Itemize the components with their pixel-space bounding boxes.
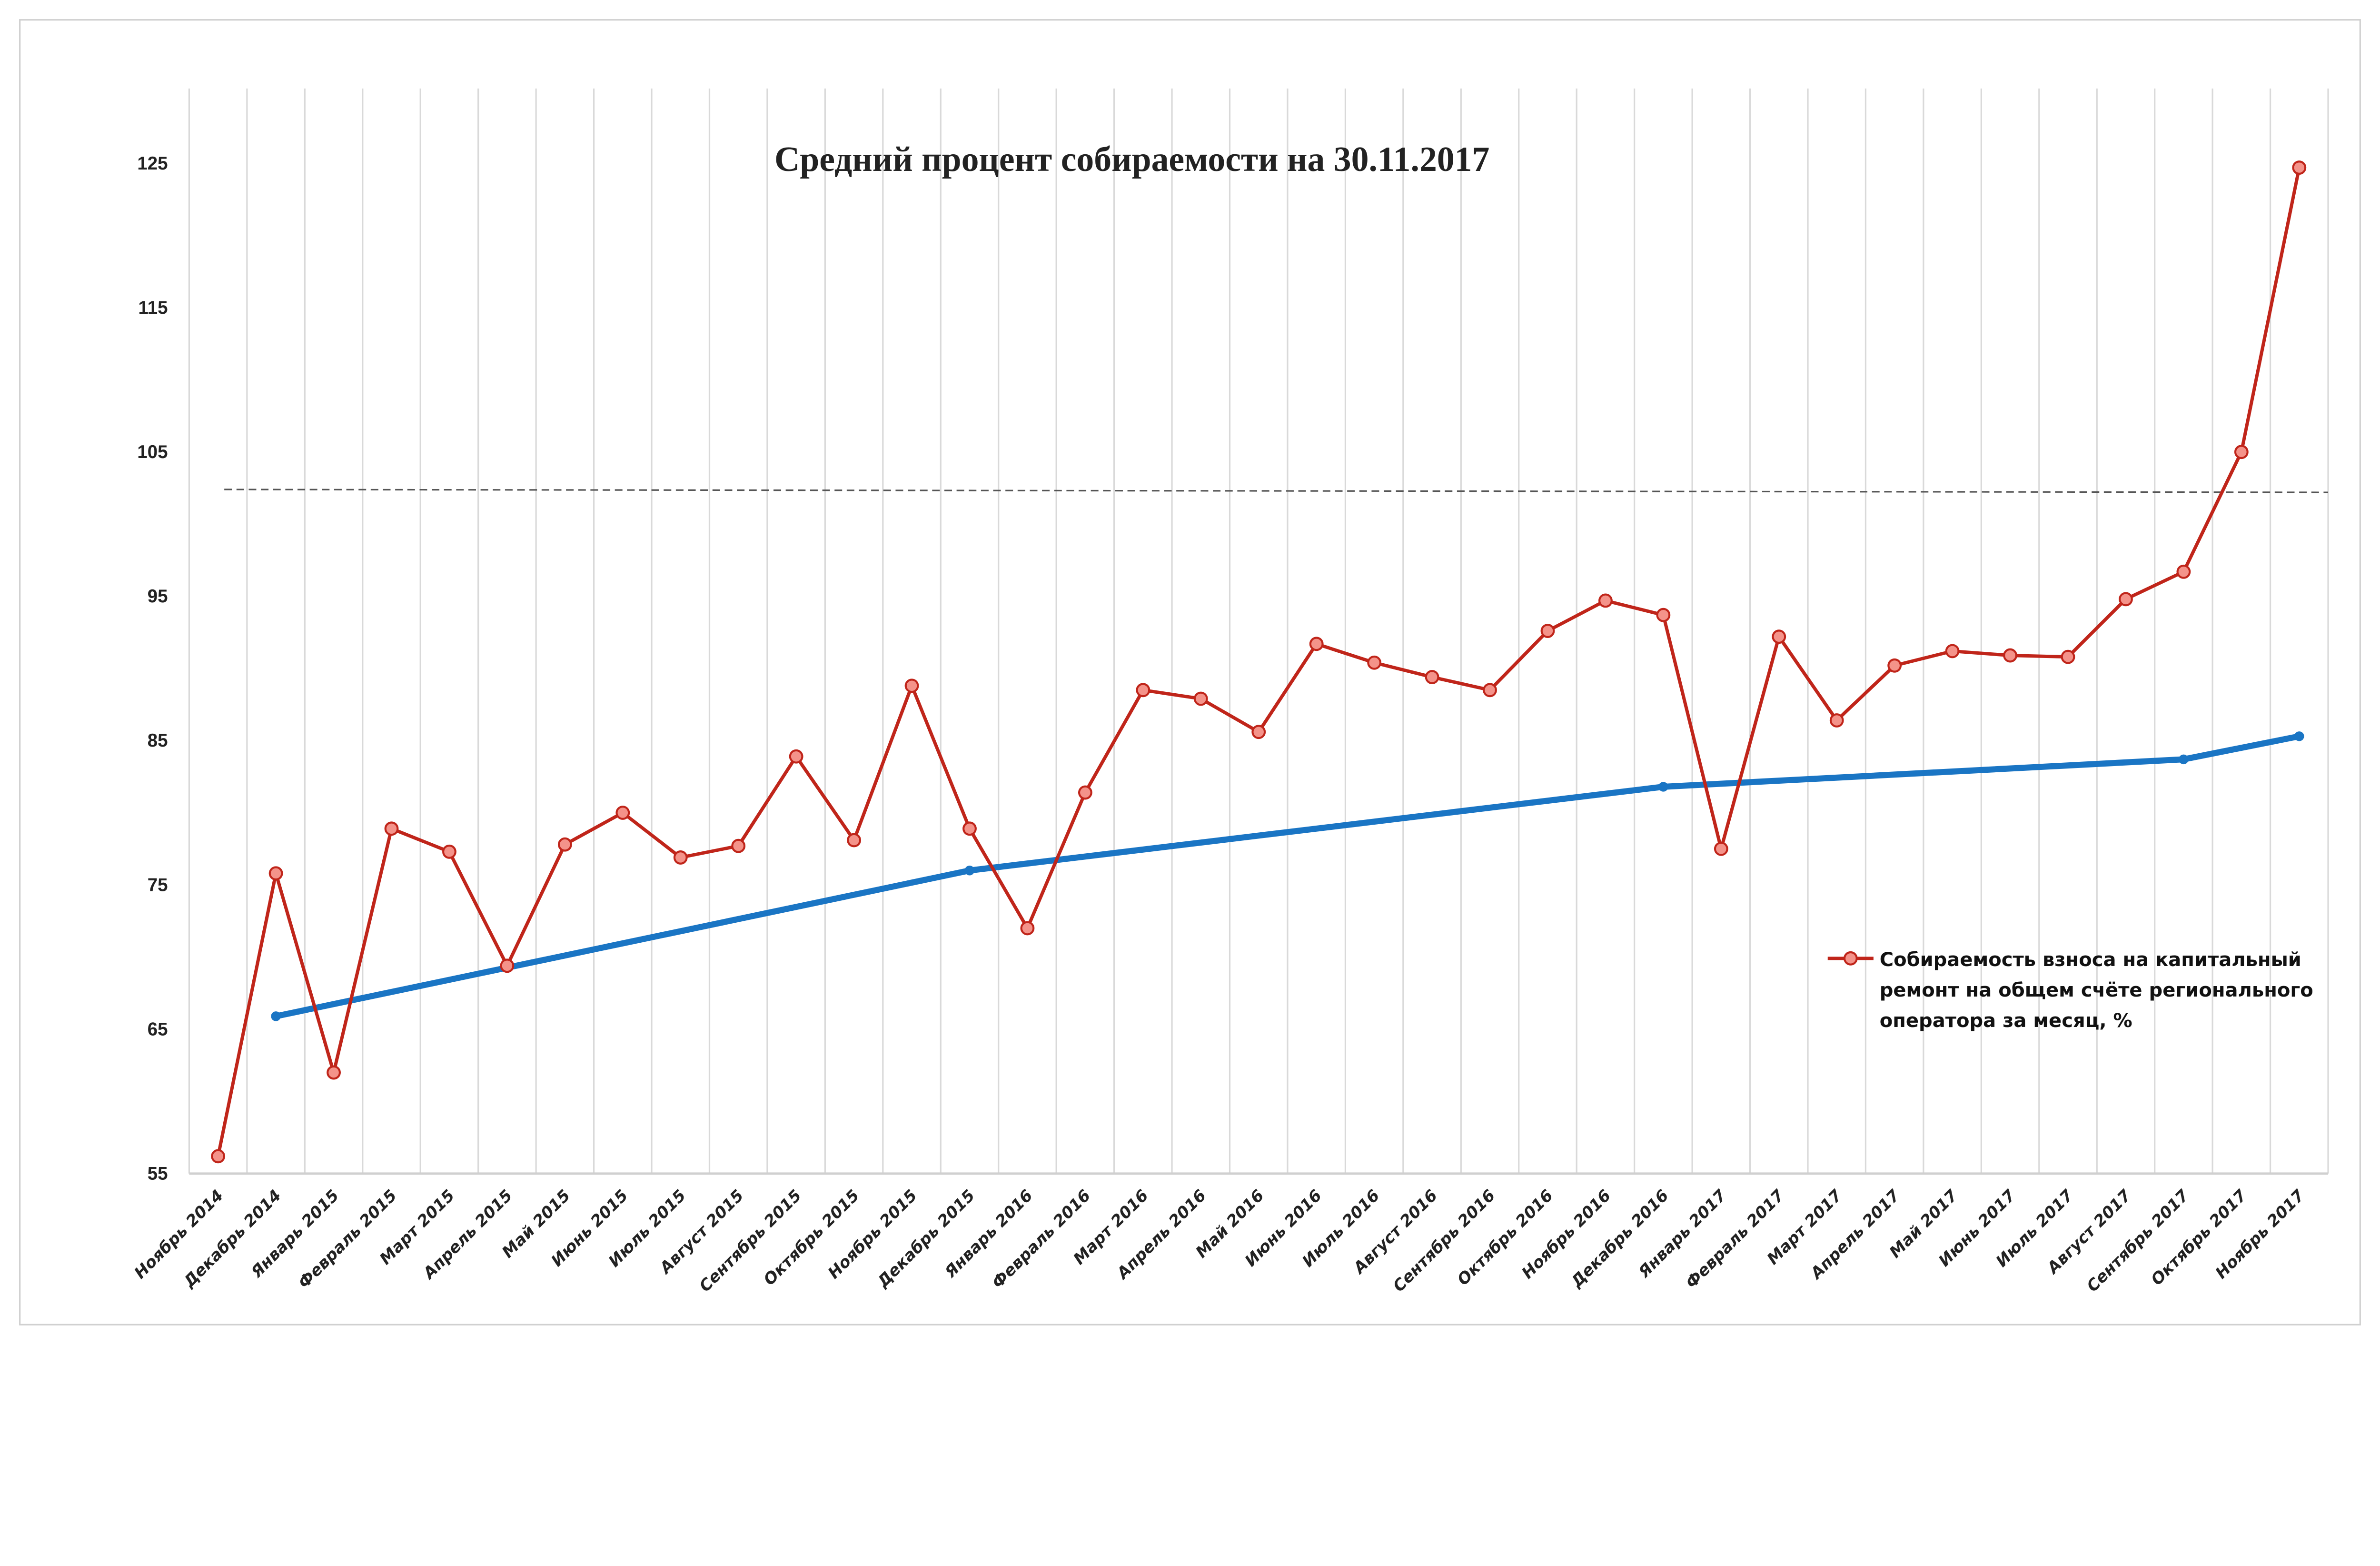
data-point [1656, 608, 1671, 622]
y-tick-label: 125 [137, 153, 168, 174]
data-point [2061, 649, 2075, 664]
legend-label-line-3: оператора за месяц, % [1880, 1010, 2132, 1032]
data-point [1772, 629, 1786, 644]
data-point [1251, 725, 1266, 739]
data-point [1945, 644, 1960, 658]
y-tick-label: 105 [137, 442, 168, 462]
data-point [1078, 785, 1092, 800]
trend-point [1658, 782, 1668, 792]
data-point [789, 749, 803, 764]
data-point [1540, 624, 1555, 638]
y-tick-label: 65 [148, 1019, 168, 1039]
data-point [962, 821, 977, 836]
chart-frame [19, 19, 2361, 1326]
data-point [847, 833, 861, 848]
y-tick-label: 85 [148, 730, 168, 751]
reference-line [224, 489, 2329, 493]
data-point [557, 837, 572, 852]
y-tick-label: 115 [139, 298, 168, 318]
data-point [1367, 655, 1382, 670]
data-point [1309, 637, 1324, 651]
data-point [1020, 921, 1035, 936]
data-point [211, 1149, 226, 1164]
data-point [2003, 648, 2017, 663]
data-point [1887, 658, 1902, 673]
trend-point [964, 865, 975, 876]
y-tick-label: 55 [148, 1164, 168, 1184]
legend-marker [1843, 951, 1858, 966]
data-point [268, 866, 283, 881]
data-point [384, 821, 399, 836]
legend-label-line-2: ремонт на общем счёте регионального [1880, 979, 2313, 1001]
data-point [904, 678, 919, 693]
data-point [1193, 691, 1208, 706]
data-point [1829, 713, 1844, 728]
data-point [731, 838, 746, 853]
trend-point [2294, 731, 2304, 741]
data-point [500, 958, 515, 973]
data-point [615, 806, 630, 820]
data-point [1136, 683, 1150, 698]
y-axis: 55 65 75 85 95 105 115 125 [137, 153, 168, 1184]
data-point [2292, 160, 2307, 175]
gridlines [188, 88, 2329, 1175]
data-point [1425, 670, 1439, 684]
legend-label-line-1: Собираемость взноса на капитальный [1880, 949, 2301, 971]
chart-title: Средний процент собираемости на 30.11.20… [774, 140, 1489, 179]
series [211, 160, 2307, 1164]
data-point [2176, 564, 2191, 579]
data-point [1483, 683, 1497, 698]
trend-point [2179, 754, 2189, 765]
data-point [2119, 592, 2133, 607]
data-point [673, 850, 688, 865]
data-point [442, 844, 456, 859]
legend: Собираемость взноса на капитальный ремон… [1827, 949, 2313, 1032]
data-point [2234, 445, 2249, 459]
y-tick-label: 95 [148, 586, 168, 607]
y-tick-label: 75 [148, 875, 168, 895]
trend-point [271, 1011, 281, 1021]
data-point [1598, 593, 1613, 608]
data-point [327, 1065, 341, 1080]
data-point [1714, 841, 1728, 856]
